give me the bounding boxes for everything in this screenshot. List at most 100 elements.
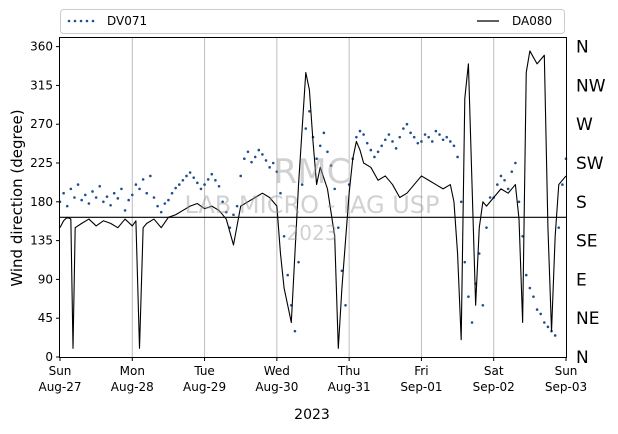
dv071-point-51 — [243, 157, 246, 160]
dv071-point-126 — [514, 161, 517, 165]
dv071-point-55 — [257, 148, 261, 152]
dv071-point-3 — [69, 187, 73, 191]
legend-box — [60, 9, 565, 34]
dv071-point-31 — [170, 191, 174, 195]
dv071-point-91 — [387, 133, 391, 136]
x-axis-label: 2023 — [294, 407, 330, 423]
dv071-point-94 — [398, 135, 402, 139]
x-tick-label-7: Sun — [555, 364, 578, 378]
y-tick-label-5: 225 — [30, 156, 53, 170]
dv071-point-134 — [543, 321, 546, 324]
x-tick-sublabel-3: Aug-30 — [255, 380, 298, 394]
dv071-point-124 — [506, 187, 510, 191]
y-tick-label-4: 180 — [30, 195, 53, 209]
dv071-point-46 — [224, 210, 228, 214]
dv071-point-30 — [167, 198, 170, 202]
dv071-point-108 — [449, 140, 452, 143]
dv071-point-9 — [91, 190, 94, 193]
compass-axis: N NE E SE S SW W NW N — [576, 38, 606, 368]
dv071-point-12 — [102, 200, 105, 204]
dv071-point-28 — [159, 210, 163, 214]
dv071-point-18 — [123, 209, 127, 212]
x-tick-sublabel-5: Sep-01 — [400, 380, 442, 394]
dv071-point-88 — [376, 150, 380, 154]
dv071-point-56 — [261, 153, 264, 156]
compass-label-1: NE — [576, 309, 599, 329]
x-tick-sublabel-0: Aug-27 — [38, 380, 81, 394]
x-axis: Sun Aug-27 Mon Aug-28 Tue Aug-29 Wed Aug-30 Thu A… — [38, 357, 587, 394]
dv071-point-117 — [481, 303, 485, 307]
legend-marker-dv071 — [67, 19, 95, 23]
dv071-point-99 — [416, 141, 420, 145]
dv071-point-75 — [329, 164, 333, 167]
dv071-point-73 — [322, 131, 326, 135]
da080-series — [59, 50, 567, 349]
dv071-point-63 — [286, 273, 290, 277]
dv071-point-138 — [557, 226, 561, 229]
dv071-point-105 — [438, 133, 441, 136]
dv071-point-83 — [358, 129, 362, 133]
dv071-point-139 — [561, 183, 564, 186]
dv071-point-23 — [141, 178, 145, 181]
dv071-point-32 — [174, 186, 177, 190]
dv071-point-113 — [467, 295, 470, 298]
dv071-point-107 — [445, 135, 449, 139]
dv071-point-112 — [463, 260, 467, 264]
dv071-point-133 — [539, 312, 542, 316]
dv071-point-92 — [391, 140, 394, 143]
dv071-point-103 — [430, 140, 434, 143]
dv071-point-21 — [134, 183, 138, 186]
dv071-point-65 — [293, 329, 297, 333]
dv071-point-27 — [156, 204, 159, 208]
dv071-point-68 — [304, 127, 308, 130]
y-tick-label-0: 0 — [45, 350, 53, 364]
dv071-point-86 — [369, 148, 373, 152]
dv071-point-8 — [87, 202, 91, 205]
dv071-point-15 — [112, 191, 116, 195]
dv071-point-38 — [196, 181, 199, 185]
compass-label-4: S — [576, 193, 587, 213]
dv071-point-11 — [98, 184, 102, 188]
legend-label-da080: DA080 — [512, 14, 552, 28]
x-tick-sublabel-6: Sep-02 — [473, 380, 515, 394]
dv071-point-44 — [217, 184, 221, 188]
dv071-point-53 — [250, 160, 253, 164]
dv071-point-14 — [109, 203, 112, 207]
dv071-point-127 — [517, 200, 521, 204]
compass-label-0: N — [576, 348, 589, 368]
dv071-point-77 — [337, 226, 340, 229]
dv071-point-101 — [423, 133, 427, 136]
x-tick-sublabel-4: Aug-31 — [328, 380, 371, 394]
dv071-point-67 — [300, 183, 304, 186]
dv071-point-16 — [116, 197, 120, 200]
dv071-point-72 — [318, 144, 322, 148]
dv071-point-36 — [188, 171, 192, 174]
dv071-point-90 — [383, 138, 387, 142]
dv071-point-135 — [546, 325, 550, 329]
x-tick-sublabel-2: Aug-29 — [183, 380, 226, 394]
dv071-point-34 — [181, 178, 185, 182]
legend-label-dv071: DV071 — [107, 14, 147, 28]
dv071-point-121 — [496, 183, 499, 186]
dv071-point-85 — [365, 141, 369, 145]
dv071-point-40 — [203, 183, 206, 186]
dv071-point-45 — [221, 200, 224, 204]
dv071-point-22 — [138, 187, 141, 191]
dv071-point-52 — [246, 150, 250, 154]
dv071-point-82 — [355, 135, 358, 139]
y-tick-label-6: 270 — [30, 117, 53, 131]
dv071-point-20 — [130, 193, 134, 197]
dv071-point-6 — [80, 198, 83, 202]
dv071-point-84 — [362, 133, 365, 136]
dv071-point-50 — [239, 174, 243, 178]
dv071-point-119 — [488, 196, 492, 199]
dv071-point-26 — [152, 196, 156, 199]
dv071-point-61 — [279, 191, 282, 195]
y-tick-label-8: 360 — [30, 40, 53, 54]
x-tick-label-2: Tue — [193, 364, 215, 378]
dv071-point-10 — [94, 196, 98, 199]
dv071-point-128 — [521, 235, 524, 238]
dv071-point-110 — [456, 155, 459, 159]
dv071-point-137 — [553, 334, 557, 337]
